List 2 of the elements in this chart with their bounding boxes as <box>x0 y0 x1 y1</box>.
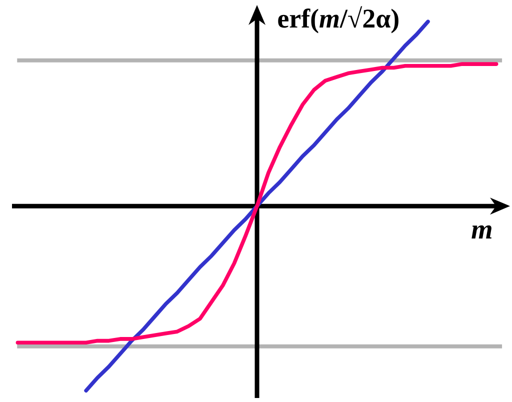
x-axis-title: m <box>472 225 492 238</box>
y-axis-title: erf(m/√2α) <box>278 6 398 34</box>
